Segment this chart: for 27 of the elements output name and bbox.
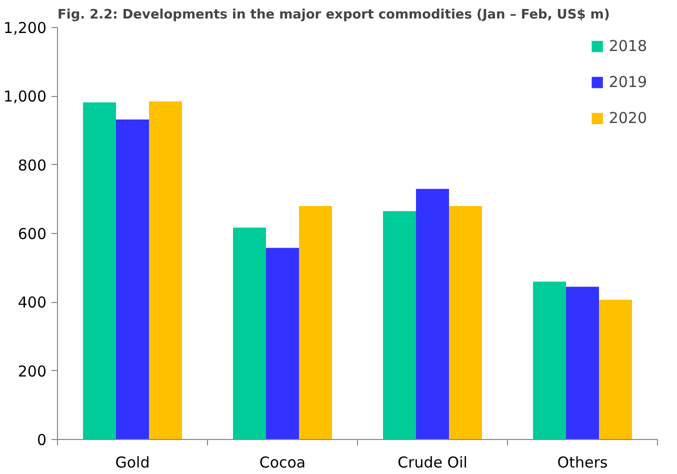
- text: 1,000: [4, 88, 47, 106]
- bar: [299, 206, 332, 440]
- bar: [416, 188, 449, 440]
- x-tick-label: Cocoa: [259, 454, 306, 472]
- legend-label: 2020: [608, 109, 647, 127]
- x-tick-label: Crude Oil: [398, 454, 468, 472]
- bar: [383, 211, 416, 440]
- legend-label: 2018: [608, 37, 647, 55]
- chart-title: Fig. 2.2: Developments in the major export commodities (Jan – Feb, US$ m): [58, 8, 610, 22]
- legend-label: 2019: [608, 73, 647, 91]
- bar: [533, 282, 566, 440]
- bar: [266, 248, 299, 440]
- bar: [83, 102, 116, 440]
- y-tick-label: 0: [36, 431, 47, 449]
- bar: [449, 206, 482, 440]
- x-tick-label: Gold: [115, 454, 150, 472]
- bar: [149, 101, 182, 440]
- y-tick-label: 800: [18, 156, 47, 174]
- y-tick-label: 600: [18, 225, 47, 243]
- bar: [599, 300, 632, 440]
- x-tick-label: Others: [557, 454, 608, 472]
- y-tick-label: 400: [18, 294, 47, 312]
- bar: [566, 286, 599, 440]
- bar: [116, 120, 149, 440]
- y-tick-label: 200: [18, 362, 47, 380]
- text: 1,200: [4, 19, 47, 37]
- bar: [233, 228, 266, 440]
